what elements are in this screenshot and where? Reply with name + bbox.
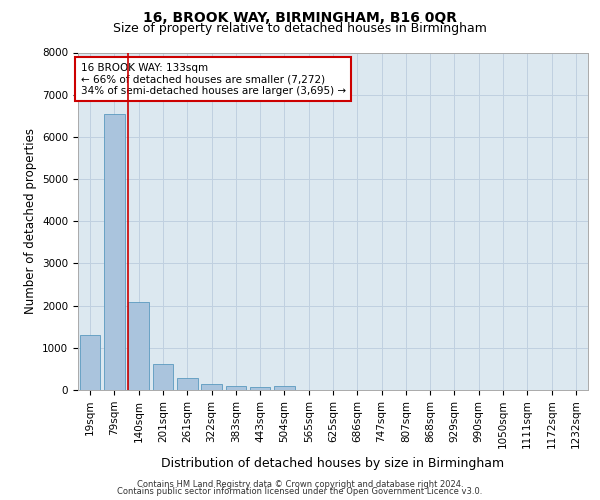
X-axis label: Distribution of detached houses by size in Birmingham: Distribution of detached houses by size … [161, 457, 505, 470]
Text: Size of property relative to detached houses in Birmingham: Size of property relative to detached ho… [113, 22, 487, 35]
Y-axis label: Number of detached properties: Number of detached properties [23, 128, 37, 314]
Bar [104, 114, 125, 390]
Bar [152, 364, 173, 390]
Bar [226, 386, 246, 390]
Bar [128, 302, 149, 390]
Bar [201, 384, 222, 390]
Bar [250, 387, 271, 390]
Text: 16 BROOK WAY: 133sqm
← 66% of detached houses are smaller (7,272)
34% of semi-de: 16 BROOK WAY: 133sqm ← 66% of detached h… [80, 62, 346, 96]
Text: Contains public sector information licensed under the Open Government Licence v3: Contains public sector information licen… [118, 487, 482, 496]
Bar [80, 335, 100, 390]
Text: Contains HM Land Registry data © Crown copyright and database right 2024.: Contains HM Land Registry data © Crown c… [137, 480, 463, 489]
Text: 16, BROOK WAY, BIRMINGHAM, B16 0QR: 16, BROOK WAY, BIRMINGHAM, B16 0QR [143, 12, 457, 26]
Bar [177, 378, 197, 390]
Bar [274, 386, 295, 390]
